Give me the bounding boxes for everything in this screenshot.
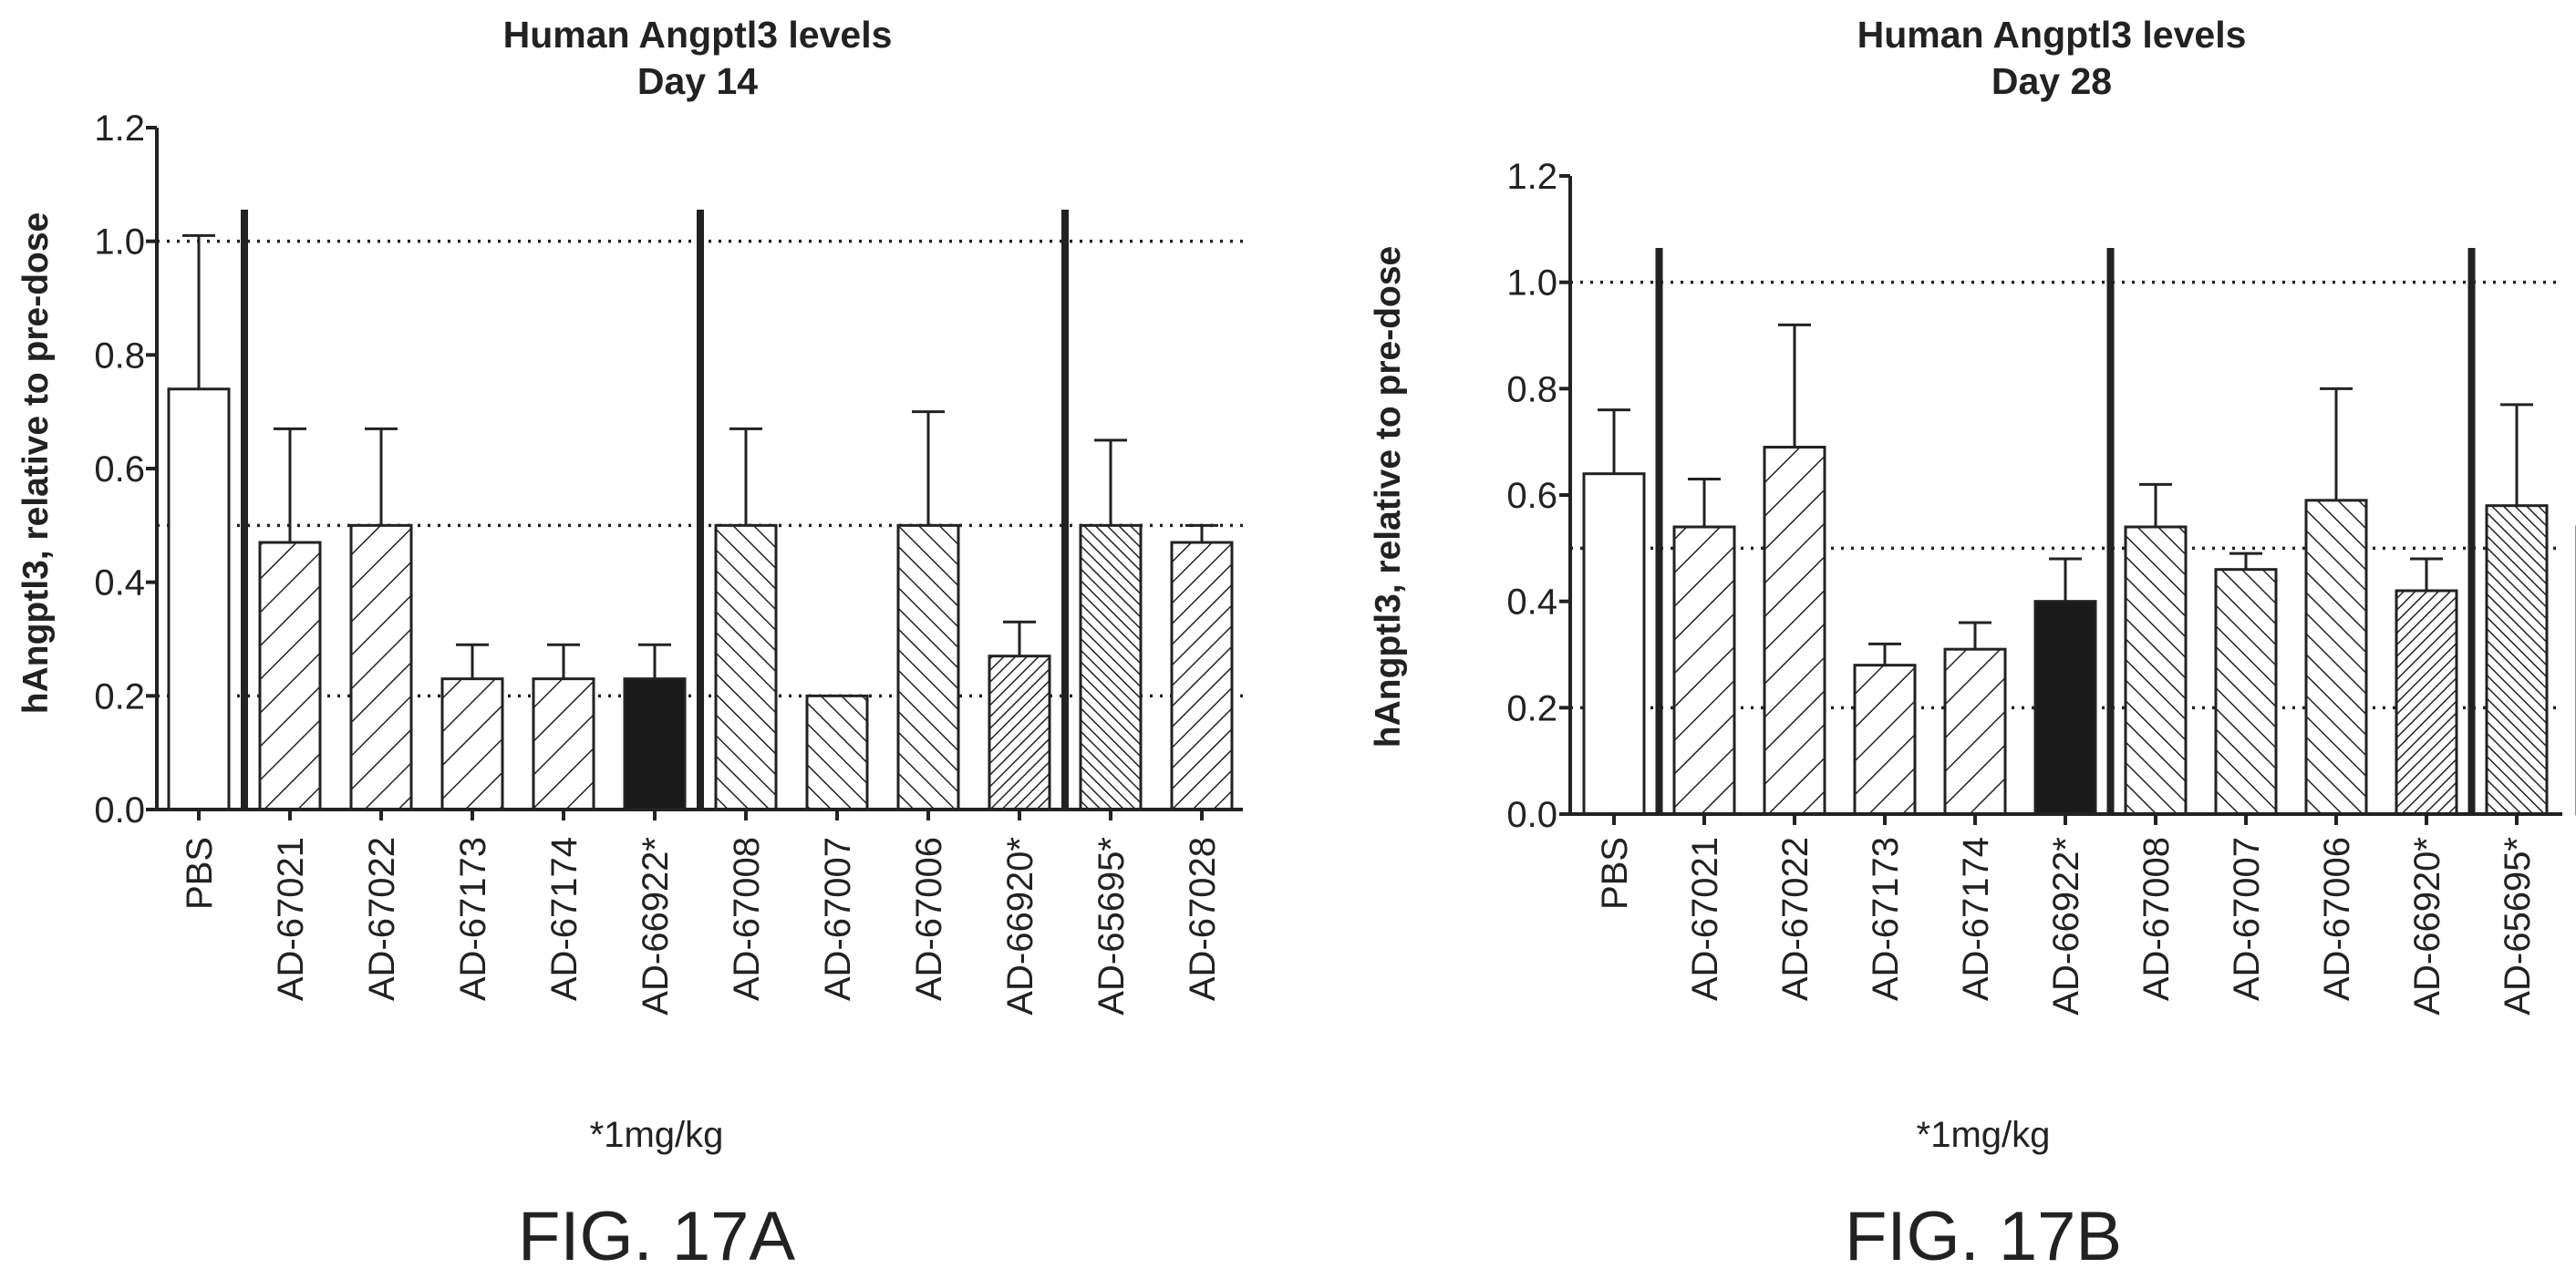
bar <box>805 694 869 811</box>
footnote: *1mg/kg <box>1917 1115 2051 1155</box>
bar <box>167 387 231 811</box>
y-tick-label: 1.2 <box>94 108 145 149</box>
x-tick-label: AD-67174 <box>1956 837 1996 1001</box>
chart-subtitle: Day 28 <box>1991 60 2112 102</box>
y-tick-label: 0.4 <box>1506 583 1557 623</box>
y-tick-label: 0.2 <box>94 676 145 717</box>
y-tick-label: 0.8 <box>94 335 145 376</box>
x-tick-label: PBS <box>1595 837 1635 910</box>
footnote: *1mg/kg <box>590 1115 724 1155</box>
x-tick-label: AD-65695* <box>2498 837 2538 1016</box>
y-tick-label: 1.0 <box>1506 263 1557 304</box>
x-tick-label: AD-67028 <box>1183 837 1223 1001</box>
bar <box>532 677 595 811</box>
bar <box>1763 446 1826 816</box>
bar <box>1170 541 1234 811</box>
bar <box>2214 568 2278 816</box>
bar <box>2033 600 2097 816</box>
y-tick-label: 0.4 <box>94 563 145 603</box>
figure-label: FIG. 17B <box>1845 1198 2122 1275</box>
x-tick-label: AD-66920* <box>2407 837 2447 1016</box>
x-tick-label: AD-66922* <box>636 837 676 1016</box>
y-axis-label: hAngptl3, relative to pre-dose <box>1369 246 1408 748</box>
y-ticks: 0.0 0.2 0.4 0.6 0.8 1.0 1.2 <box>1506 157 1570 835</box>
group-separators <box>241 210 1069 810</box>
x-tick-label: AD-67173 <box>453 837 493 1001</box>
bars <box>167 387 1234 811</box>
chart-title: Human Angptl3 levels <box>1857 14 2247 56</box>
error-bars <box>182 233 1218 679</box>
group-separators <box>1655 248 2476 814</box>
bar <box>623 677 687 811</box>
x-tick-label: AD-67008 <box>727 837 767 1001</box>
chart-title: Human Angptl3 levels <box>503 14 893 56</box>
bar <box>2304 499 2368 816</box>
x-tick-labels: PBS AD-67021 AD-67022 AD-67173 AD-67174 AD-66… <box>180 810 1223 1016</box>
x-tick-label: PBS <box>180 837 220 910</box>
chart-subtitle: Day 14 <box>637 60 758 102</box>
x-tick-label: AD-67007 <box>818 837 858 1001</box>
x-tick-label: AD-67007 <box>2227 837 2267 1001</box>
x-tick-label: AD-66922* <box>2046 837 2086 1016</box>
bars <box>1582 446 2576 816</box>
x-tick-label: AD-67006 <box>2317 837 2357 1001</box>
y-tick-label: 0.0 <box>94 790 145 830</box>
y-tick-label: 1.0 <box>94 222 145 263</box>
x-tick-label: AD-67022 <box>1775 837 1816 1001</box>
bar <box>1853 664 1917 816</box>
bar <box>1672 525 1736 816</box>
x-tick-label: AD-67022 <box>362 837 402 1001</box>
y-tick-label: 0.8 <box>1506 369 1557 409</box>
y-axis-label: hAngptl3, relative to pre-dose <box>16 212 56 714</box>
x-tick-label: AD-67174 <box>544 837 585 1001</box>
bar <box>440 677 504 811</box>
bar <box>349 523 413 811</box>
bar <box>1943 647 2007 816</box>
bar <box>988 655 1051 811</box>
y-tick-label: 0.6 <box>1506 476 1557 516</box>
bar <box>2395 589 2458 816</box>
bar <box>714 523 778 811</box>
chart-panel-day-28: Human Angptl3 levels Day 28 hAngptl3, re… <box>1369 14 2576 1275</box>
figure-label: FIG. 17A <box>518 1198 795 1275</box>
chart-panel-day-14: Human Angptl3 levels Day 14 hAngptl3, re… <box>16 14 1243 1275</box>
x-tick-label: AD-67021 <box>271 837 311 1001</box>
bar <box>2485 504 2549 816</box>
bar <box>1079 523 1143 811</box>
x-tick-label: AD-67006 <box>909 837 949 1001</box>
bar <box>1582 472 1646 816</box>
x-tick-labels: PBS AD-67021 AD-67022 AD-67173 AD-67174 AD-66… <box>1595 814 2538 1016</box>
y-ticks: 0.0 0.2 0.4 0.6 0.8 1.0 1.2 <box>94 108 157 830</box>
bar <box>258 541 322 811</box>
y-tick-label: 0.0 <box>1506 795 1557 835</box>
bar <box>896 523 960 811</box>
bar <box>2124 525 2188 816</box>
x-tick-label: AD-65695* <box>1091 837 1132 1016</box>
y-tick-label: 1.2 <box>1506 157 1557 197</box>
x-tick-label: AD-67008 <box>2136 837 2177 1001</box>
x-tick-label: AD-67021 <box>1685 837 1725 1001</box>
y-tick-label: 0.6 <box>94 449 145 490</box>
y-tick-label: 0.2 <box>1506 688 1557 728</box>
error-bars <box>1598 323 2533 665</box>
x-tick-label: AD-67173 <box>1866 837 1906 1001</box>
x-tick-label: AD-66920* <box>1000 837 1040 1016</box>
